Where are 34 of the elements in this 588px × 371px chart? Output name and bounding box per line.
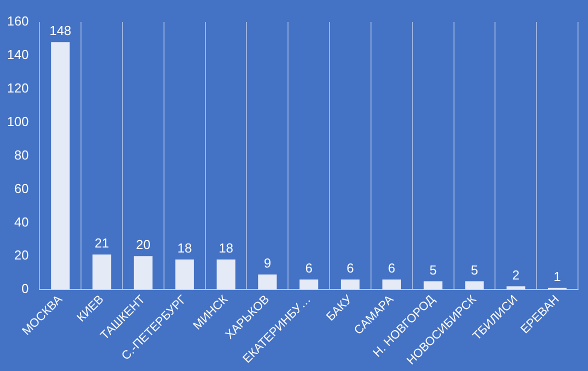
data-label: 5 bbox=[470, 262, 478, 278]
data-label: 18 bbox=[177, 240, 192, 256]
bar bbox=[465, 281, 484, 290]
y-tick-label: 120 bbox=[6, 80, 29, 96]
bar bbox=[51, 42, 70, 290]
data-label: 2 bbox=[512, 267, 520, 282]
y-tick-label: 160 bbox=[6, 14, 29, 29]
bar bbox=[382, 280, 401, 290]
data-label: 148 bbox=[50, 23, 72, 38]
bar bbox=[300, 280, 318, 290]
y-tick-label: 80 bbox=[14, 147, 29, 162]
bar bbox=[134, 256, 153, 290]
y-tick-label: 140 bbox=[6, 47, 29, 62]
data-label: 6 bbox=[388, 260, 396, 276]
y-tick-label: 40 bbox=[14, 214, 29, 230]
data-label: 21 bbox=[94, 236, 110, 251]
bar bbox=[424, 281, 442, 290]
data-label: 18 bbox=[218, 240, 234, 256]
y-tick-label: 0 bbox=[21, 281, 29, 296]
bar bbox=[258, 274, 277, 290]
data-label: 6 bbox=[305, 260, 312, 276]
data-label: 1 bbox=[554, 268, 561, 284]
y-tick-label: 60 bbox=[14, 180, 29, 196]
data-label: 9 bbox=[264, 256, 272, 271]
data-label: 5 bbox=[429, 262, 437, 278]
bar bbox=[92, 254, 112, 290]
bar bbox=[506, 286, 526, 290]
y-tick-label: 20 bbox=[14, 248, 29, 263]
bar bbox=[175, 259, 194, 290]
bar bbox=[216, 259, 236, 290]
bar bbox=[340, 280, 360, 290]
y-tick-label: 100 bbox=[6, 114, 29, 129]
data-label: 6 bbox=[346, 260, 354, 276]
data-label: 20 bbox=[136, 237, 150, 252]
